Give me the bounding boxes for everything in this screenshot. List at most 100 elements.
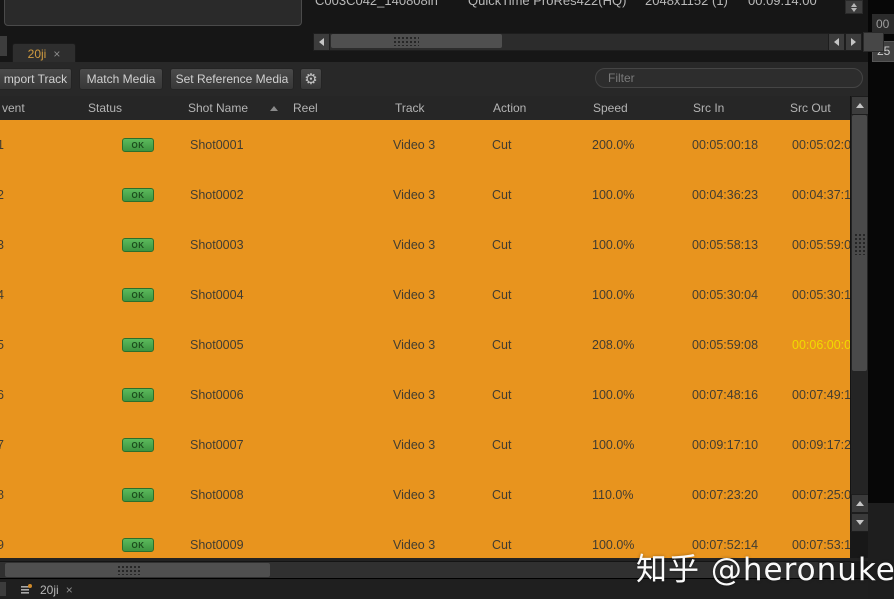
event-number: 6 xyxy=(0,388,4,402)
table-row[interactable]: 7 OK Shot0007 Video 3 Cut 100.0% 00:09:1… xyxy=(0,420,850,470)
spinner-down-icon xyxy=(851,7,857,12)
vertical-scrollbar[interactable] xyxy=(850,96,869,532)
track: Video 3 xyxy=(393,438,436,452)
top-hscroll-left-button-2[interactable] xyxy=(828,33,845,51)
status-badge: OK xyxy=(122,338,154,352)
import-track-button[interactable]: mport Track xyxy=(0,68,72,90)
src-out: 00:06:00:0 xyxy=(792,338,850,352)
column-reel[interactable]: Reel xyxy=(293,101,318,115)
bottom-hscrollbar[interactable] xyxy=(0,561,852,579)
table-row[interactable]: 4 OK Shot0004 Video 3 Cut 100.0% 00:05:3… xyxy=(0,270,850,320)
arrow-up-icon xyxy=(856,501,864,506)
shot-name: Shot0007 xyxy=(190,438,244,452)
clip-name: C003C042_140808in xyxy=(315,0,438,8)
toolbar: mport Track Match Media Set Reference Me… xyxy=(0,62,868,96)
table-row[interactable]: 8 OK Shot0008 Video 3 Cut 110.0% 00:07:2… xyxy=(0,470,850,520)
table-row[interactable]: 5 OK Shot0005 Video 3 Cut 208.0% 00:05:5… xyxy=(0,320,850,370)
filter-input[interactable] xyxy=(595,68,863,88)
speed: 200.0% xyxy=(592,138,635,152)
event-number: 1 xyxy=(0,138,4,152)
speed: 208.0% xyxy=(592,338,635,352)
column-speed[interactable]: Speed xyxy=(593,101,628,115)
spinner-up-icon xyxy=(851,2,857,7)
tab-fragment xyxy=(0,582,6,596)
src-in: 00:05:58:13 xyxy=(692,238,759,252)
column-shot-name[interactable]: Shot Name xyxy=(188,101,249,115)
column-event[interactable]: vent xyxy=(2,101,25,115)
src-in: 00:09:17:10 xyxy=(692,438,759,452)
src-out: 00:05:30:1 xyxy=(792,288,850,302)
tab-20ji[interactable]: 20ji × xyxy=(12,43,76,63)
vertical-scroll-thumb[interactable] xyxy=(852,115,867,371)
action: Cut xyxy=(492,188,512,202)
status-badge: OK xyxy=(122,188,154,202)
arrow-up-icon xyxy=(856,103,864,108)
action: Cut xyxy=(492,238,512,252)
scroll-spin-up-button[interactable] xyxy=(851,494,869,513)
gear-icon[interactable]: ⚙ xyxy=(300,68,322,90)
bottom-tab-20ji[interactable]: 20ji × xyxy=(14,580,79,599)
column-action[interactable]: Action xyxy=(493,101,527,115)
top-hscroll-left-button[interactable] xyxy=(313,33,330,51)
set-reference-media-button[interactable]: Set Reference Media xyxy=(170,68,294,90)
src-out: 00:04:37:1 xyxy=(792,188,850,202)
event-number: 4 xyxy=(0,288,4,302)
table-row[interactable]: 1 OK Shot0001 Video 3 Cut 200.0% 00:05:0… xyxy=(0,120,850,170)
speed: 100.0% xyxy=(592,188,635,202)
column-status[interactable]: Status xyxy=(88,101,123,115)
tab-fragment xyxy=(0,36,7,56)
src-out: 00:07:49:1 xyxy=(792,388,850,402)
track: Video 3 xyxy=(393,488,436,502)
top-hscroll-thumb[interactable] xyxy=(331,34,502,48)
thumb-grip xyxy=(393,36,419,46)
thumb-grip xyxy=(854,233,865,255)
scroll-up-button[interactable] xyxy=(851,96,869,115)
shot-name: Shot0002 xyxy=(190,188,244,202)
event-number: 3 xyxy=(0,238,4,252)
speed: 100.0% xyxy=(592,538,635,552)
shot-name: Shot0008 xyxy=(190,488,244,502)
src-in: 00:05:00:18 xyxy=(692,138,759,152)
src-out: 00:07:25:0 xyxy=(792,488,850,502)
status-badge: OK xyxy=(122,488,154,502)
arrow-left-icon xyxy=(319,38,324,46)
track: Video 3 xyxy=(393,338,436,352)
match-media-button[interactable]: Match Media xyxy=(79,68,163,90)
src-out: 00:05:59:0 xyxy=(792,238,850,252)
duration-spinner[interactable] xyxy=(845,0,863,14)
clip-resolution: 2048x1152 (1) xyxy=(645,0,728,8)
close-icon[interactable]: × xyxy=(65,582,73,597)
track: Video 3 xyxy=(393,238,436,252)
tab-label: 20ji xyxy=(27,46,47,61)
shot-name: Shot0004 xyxy=(190,288,244,302)
event-number: 9 xyxy=(0,538,4,552)
track: Video 3 xyxy=(393,288,436,302)
src-out: 00:07:53:1 xyxy=(792,538,850,552)
status-badge: OK xyxy=(122,238,154,252)
tab-label: 20ji xyxy=(40,582,59,597)
speed: 100.0% xyxy=(592,438,635,452)
bottom-hscroll-thumb[interactable] xyxy=(5,563,270,577)
arrow-right-icon xyxy=(851,38,856,46)
top-hscroll-right-button[interactable] xyxy=(845,33,862,51)
table-row[interactable]: 3 OK Shot0003 Video 3 Cut 100.0% 00:05:5… xyxy=(0,220,850,270)
right-edge-strip: 00 25 xyxy=(868,0,894,599)
column-src-in[interactable]: Src In xyxy=(693,101,725,115)
table-row[interactable]: 9 OK Shot0009 Video 3 Cut 100.0% 00:07:5… xyxy=(0,520,850,558)
shot-name: Shot0001 xyxy=(190,138,244,152)
src-in: 00:07:48:16 xyxy=(692,388,759,402)
event-number: 8 xyxy=(0,488,4,502)
table-row[interactable]: 6 OK Shot0006 Video 3 Cut 100.0% 00:07:4… xyxy=(0,370,850,420)
track: Video 3 xyxy=(393,388,436,402)
table-row[interactable]: 2 OK Shot0002 Video 3 Cut 100.0% 00:04:3… xyxy=(0,170,850,220)
side-field-top: 00 xyxy=(872,14,894,34)
column-track[interactable]: Track xyxy=(395,101,425,115)
action: Cut xyxy=(492,338,512,352)
event-number: 7 xyxy=(0,438,4,452)
scroll-spin-down-button[interactable] xyxy=(851,513,869,532)
close-icon[interactable]: × xyxy=(53,46,61,61)
side-panel-fragment xyxy=(868,503,894,599)
action: Cut xyxy=(492,138,512,152)
table-body: 1 OK Shot0001 Video 3 Cut 200.0% 00:05:0… xyxy=(0,120,850,558)
column-src-out[interactable]: Src Out xyxy=(790,101,831,115)
